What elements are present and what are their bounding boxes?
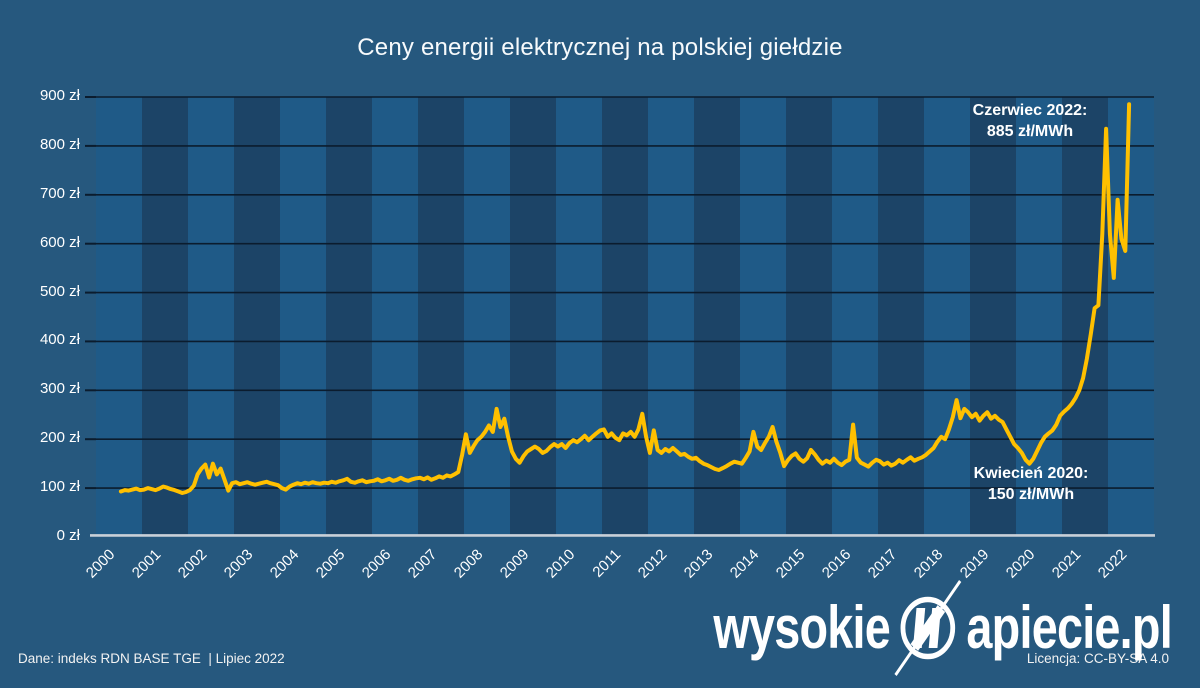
lightning-bolt-icon — [894, 580, 962, 676]
logo-text-prefix: wysokie — [713, 594, 891, 661]
year-band-2009 — [510, 97, 556, 535]
price-line — [118, 102, 1132, 495]
y-axis-label-100: 100 zł — [39, 478, 80, 495]
year-band-2008 — [464, 97, 510, 535]
year-band-2014 — [740, 97, 786, 535]
year-band-2002 — [188, 97, 234, 535]
y-axis-label-700: 700 zł — [39, 185, 80, 202]
year-band-2019 — [970, 97, 1016, 535]
year-band-2012 — [648, 97, 694, 535]
y-axis-label-400: 400 zł — [39, 331, 80, 348]
year-band-2000 — [96, 97, 142, 535]
wysokienapiecie-logo: wysokie apiecie.pl — [713, 578, 1173, 678]
annotation-line: Kwiecień 2020: — [973, 465, 1089, 482]
year-band-2011 — [602, 97, 648, 535]
year-band-2018 — [924, 97, 970, 535]
y-axis-label-200: 200 zł — [39, 429, 80, 446]
annotation-line: 150 zł/MWh — [987, 486, 1075, 503]
year-band-2006 — [372, 97, 418, 535]
y-axis-label-0: 0 zł — [56, 527, 80, 544]
annotation-line: 885 zł/MWh — [986, 123, 1074, 140]
y-axis-label-800: 800 zł — [39, 136, 80, 153]
year-band-2015 — [786, 97, 832, 535]
y-axis-label-600: 600 zł — [39, 234, 80, 251]
annotation-line: Czerwiec 2022: — [972, 102, 1088, 119]
annotation-june-2022: Czerwiec 2022: 885 zł/MWh — [973, 100, 1088, 142]
year-band-2010 — [556, 97, 602, 535]
year-band-2004 — [280, 97, 326, 535]
year-band-2021 — [1062, 97, 1108, 535]
year-band-2016 — [832, 97, 878, 535]
logo-text-suffix: apiecie.pl — [966, 594, 1172, 661]
y-axis-label-300: 300 zł — [39, 380, 80, 397]
license-note: Licencja: CC-BY-SA 4.0 — [1026, 651, 1169, 666]
y-axis-label-500: 500 zł — [39, 283, 80, 300]
year-band-2001 — [142, 97, 188, 535]
annotation-april-2020: Kwiecień 2020: 150 zł/MWh — [974, 463, 1089, 505]
year-band-2022 — [1108, 97, 1154, 535]
year-band-2007 — [418, 97, 464, 535]
y-axis-label-900: 900 zł — [39, 87, 80, 104]
year-band-2020 — [1016, 97, 1062, 535]
year-band-2003 — [234, 97, 280, 535]
data-source-note: Dane: indeks RDN BASE TGE | Lipiec 2022 — [18, 651, 285, 666]
year-band-2005 — [326, 97, 372, 535]
chart-title: Ceny energii elektrycznej na polskiej gi… — [357, 34, 843, 61]
year-band-2017 — [878, 97, 924, 535]
